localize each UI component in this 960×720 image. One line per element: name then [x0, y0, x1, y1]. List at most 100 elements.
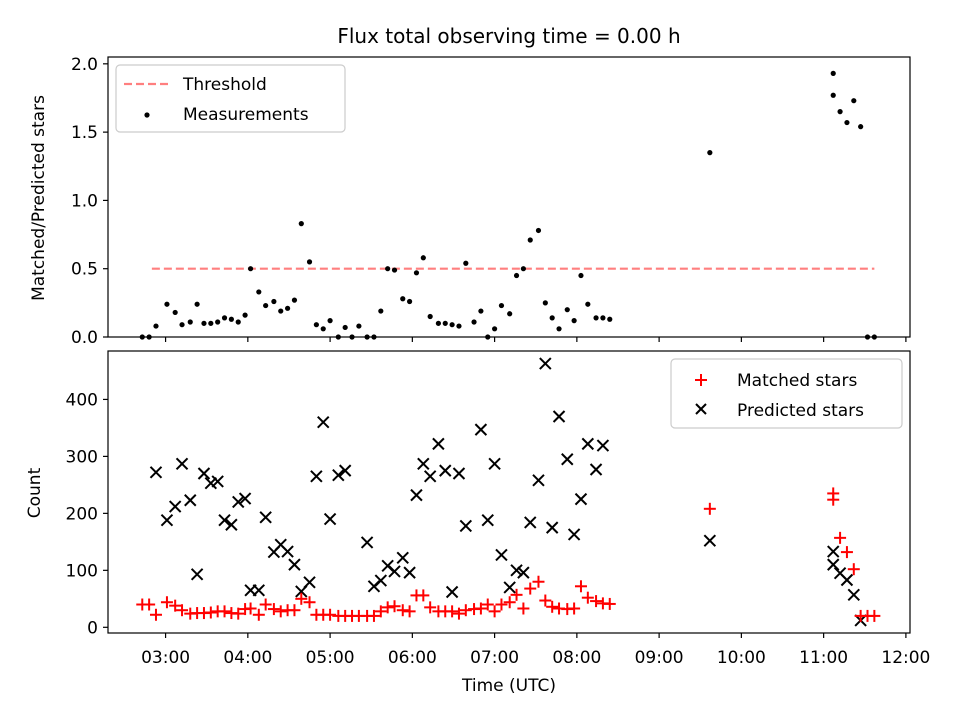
matched-point — [481, 598, 494, 611]
predicted-point — [232, 495, 245, 509]
matched-point — [868, 609, 881, 622]
bottom-panel: 03:00 04:00 05:00 06:00 07:00 08:00 09:00 10:00… — [25, 350, 930, 696]
top-legend-box — [115, 64, 346, 133]
predicted-point — [396, 551, 409, 565]
matched-point — [204, 606, 217, 619]
matched-point — [524, 582, 537, 595]
measurement-point — [507, 311, 513, 317]
measurement-point — [498, 302, 505, 309]
measurement-point — [194, 301, 200, 307]
predicted-point — [561, 453, 574, 466]
x-tick-label: 12:00 — [881, 648, 930, 668]
predicted-point — [360, 536, 374, 549]
predicted-point — [149, 466, 163, 479]
measurement-point — [313, 322, 319, 328]
measurement-point — [385, 266, 391, 272]
matched-point — [703, 502, 716, 515]
x-tick-label: 06:00 — [388, 648, 437, 668]
matched-point — [295, 592, 308, 605]
measurement-point — [844, 119, 850, 126]
predicted-point — [388, 565, 401, 578]
matched-point — [274, 605, 287, 618]
predicted-point — [432, 437, 445, 451]
predicted-point — [410, 488, 423, 502]
matched-point — [459, 604, 472, 617]
predicted-point — [552, 410, 566, 423]
measurement-point — [442, 320, 448, 326]
matched-point — [568, 602, 581, 615]
predicted-point — [532, 474, 545, 487]
measurement-point — [284, 305, 291, 311]
bottom-legend: Matched stars Predicted stars — [670, 358, 903, 429]
matched-point — [424, 601, 437, 614]
measurement-point — [837, 109, 843, 115]
top-y-tick-label: 1.0 — [71, 191, 98, 211]
matched-point — [149, 608, 162, 621]
measurement-point — [235, 319, 241, 325]
measurement-point — [471, 319, 477, 325]
measurement-point — [830, 70, 836, 76]
measurement-point — [201, 320, 207, 326]
measurement-point — [520, 266, 526, 272]
predicted-point — [338, 464, 352, 477]
matched-point — [324, 608, 337, 621]
measurement-point — [242, 312, 248, 318]
predicted-point — [567, 528, 581, 541]
x-tick-label: 05:00 — [306, 648, 355, 668]
matched-point — [267, 603, 280, 616]
legend-predicted-swatch — [695, 403, 707, 415]
measurement-point — [263, 302, 269, 309]
measurement-point — [271, 298, 277, 305]
predicted-point — [374, 574, 388, 587]
bottom-legend-box — [670, 358, 903, 429]
measurement-point — [179, 322, 185, 328]
matched-point — [546, 600, 559, 613]
measurement-point — [478, 308, 484, 314]
figure-title: Flux total observing time = 0.00 h — [337, 24, 680, 48]
bottom-y-axis-label: Count — [25, 467, 45, 518]
measurement-point — [208, 320, 214, 326]
bottom-plot-frame — [107, 350, 911, 634]
measurement-point — [556, 326, 562, 332]
x-tick-label: 10:00 — [717, 648, 766, 668]
predicted-point — [310, 470, 323, 483]
measurement-point — [407, 298, 413, 305]
bottom-y-tick-label: 400 — [66, 390, 98, 410]
predicted-point — [589, 463, 603, 476]
measurement-point — [492, 326, 498, 332]
measurement-point — [320, 326, 326, 332]
measurement-point — [549, 315, 555, 321]
matched-point — [381, 601, 394, 614]
predicted-point — [481, 513, 494, 527]
x-axis-label: Time (UTC) — [461, 676, 556, 696]
x-tick-label: 11:00 — [799, 648, 848, 668]
predicted-point — [225, 518, 238, 531]
legend-predicted-label: Predicted stars — [737, 401, 864, 421]
predicted-point — [503, 581, 516, 594]
top-y-tick-label: 0.5 — [71, 260, 98, 280]
measurement-point — [578, 272, 584, 279]
matched-point — [176, 604, 189, 617]
bottom-y-tick-label: 100 — [66, 561, 98, 581]
predicted-point — [488, 457, 501, 471]
measurement-point — [513, 272, 520, 279]
predicted-point — [281, 545, 294, 558]
matched-point — [367, 609, 380, 622]
predicted-point — [452, 467, 466, 480]
legend-threshold-label: Threshold — [182, 75, 267, 95]
matched-point — [488, 605, 501, 618]
predicted-point — [175, 457, 189, 471]
predicted-point — [259, 511, 272, 524]
measurement-point — [607, 316, 613, 322]
matched-point — [847, 563, 860, 576]
measurement-point — [858, 124, 864, 130]
matched-point — [388, 600, 401, 613]
measurement-point — [535, 227, 542, 234]
matched-point — [160, 596, 173, 609]
predicted-point — [423, 470, 437, 483]
matched-point — [244, 602, 257, 615]
predicted-point — [445, 585, 459, 599]
matched-point — [169, 599, 182, 612]
predicted-point — [160, 513, 174, 527]
measurement-point — [172, 309, 178, 316]
